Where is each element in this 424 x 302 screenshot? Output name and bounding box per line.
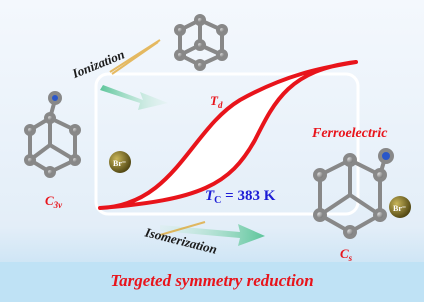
br-label: Br⁻ [393, 204, 406, 213]
label-sub: 3v [53, 200, 64, 210]
label-rest: = 383 K [221, 188, 275, 204]
label-sub: s [348, 253, 353, 263]
title: Targeted symmetry reduction [110, 271, 313, 290]
label-sub: C [214, 195, 221, 206]
ferroelectric-label: Ferroelectric [311, 126, 388, 141]
figure: Ionization Td C3v Br⁻ Br⁻ Ferroelectric … [0, 0, 424, 302]
label-sub: d [218, 100, 223, 110]
br-label: Br⁻ [113, 159, 126, 168]
label-main: C [340, 246, 349, 261]
label-main: C [45, 193, 54, 208]
